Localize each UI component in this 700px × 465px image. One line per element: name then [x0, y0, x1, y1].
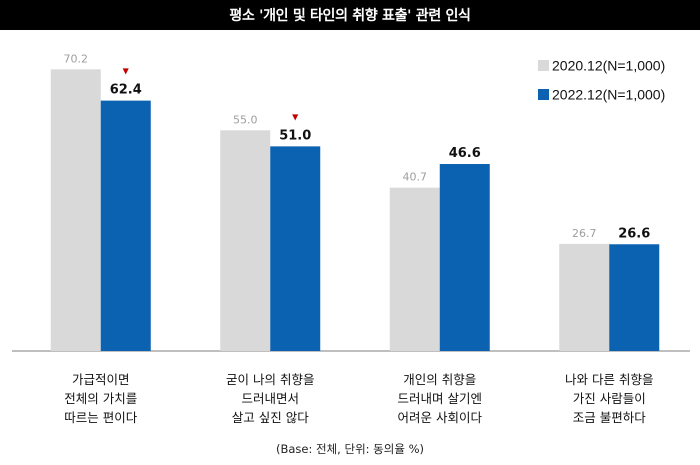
bar-2020-3 [389, 187, 440, 351]
category-label-line: 나와 다른 취향을 [565, 372, 653, 387]
category-label-line: 살고 싶진 않다 [232, 410, 309, 425]
bar-2020-4 [559, 243, 610, 351]
data-label-2022-4: 26.6 [618, 226, 650, 241]
category-label-line: 굳이 나의 취향을 [226, 372, 314, 387]
category-label-line: 드러내면서 [241, 391, 299, 406]
data-label-2020-4: 26.7 [572, 227, 597, 240]
decline-marker-icon: ▼ [123, 67, 130, 76]
footnote: (Base: 전체, 단위: 동의율 %) [276, 442, 424, 456]
legend-label-2020: 2020.12(N=1,000) [552, 58, 665, 74]
category-label-line: 가진 사람들이 [573, 391, 646, 406]
bar-2022-1 [100, 100, 151, 352]
data-label-2022-3: 46.6 [449, 146, 481, 161]
category-label-line: 따르는 편이다 [64, 410, 137, 425]
data-label-2022-2: 51.0 [279, 128, 311, 143]
legend-swatch-2020 [538, 60, 549, 71]
legend-label-2022: 2022.12(N=1,000) [552, 87, 665, 103]
bar-2020-2 [220, 130, 271, 351]
bar-2022-3 [439, 164, 490, 351]
category-label-line: 개인의 취향을 [403, 372, 476, 387]
data-label-2022-1: 62.4 [110, 83, 142, 98]
chart-title: 평소 '개인 및 타인의 취향 표출' 관련 인식 [0, 0, 700, 30]
bar-2022-2 [270, 146, 321, 351]
category-label-line: 전체의 가치를 [64, 391, 137, 406]
category-label-line: 드러내며 살기엔 [398, 391, 482, 406]
category-label-line: 어려운 사회이다 [398, 410, 483, 425]
decline-marker-icon: ▼ [292, 112, 299, 121]
bar-2022-4 [609, 244, 660, 351]
data-label-2020-1: 70.2 [64, 52, 89, 65]
data-label-2020-2: 55.0 [233, 113, 258, 126]
bar-2020-1 [50, 69, 101, 351]
data-label-2020-3: 40.7 [403, 171, 428, 184]
category-label-line: 가급적이면 [72, 372, 130, 387]
legend-swatch-2022 [538, 89, 549, 100]
category-label-line: 조금 불편하다 [573, 410, 646, 425]
